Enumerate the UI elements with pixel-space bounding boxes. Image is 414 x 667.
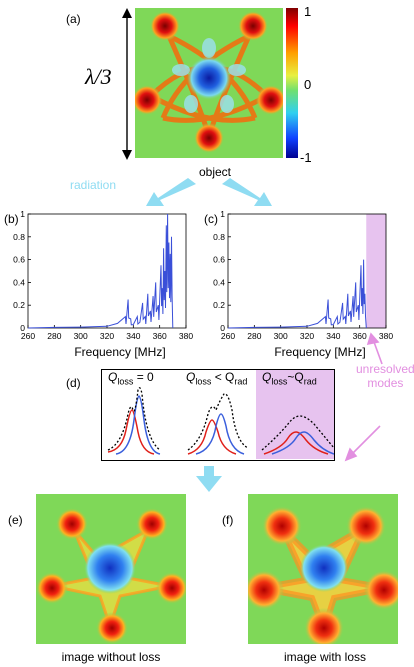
panel-label-f: (f) — [222, 513, 234, 527]
panel-label-c: (c) — [204, 212, 218, 226]
unresolved-band — [366, 214, 386, 328]
q-symbol-3: Q — [262, 370, 272, 384]
x-tick-label: 320 — [300, 331, 314, 341]
spectrum-chart-c: 0 0.2 0.4 0.6 0.8 1 260 280 300 320 340 360 380 — [213, 209, 393, 341]
y-tick-label: 0.4 — [213, 277, 225, 287]
colorbar-max: 1 — [304, 4, 312, 19]
image-without-loss — [36, 494, 186, 644]
x-tick-label: 260 — [221, 331, 235, 341]
q-rad-2: rad — [234, 376, 248, 387]
y-tick-label: 0 — [220, 323, 225, 333]
q-rel-2: < Q — [214, 370, 235, 384]
x-tick-label: 360 — [353, 331, 367, 341]
colorbar-min: -1 — [300, 150, 312, 165]
scale-arrow — [122, 8, 132, 160]
q-rad-3: rad — [303, 376, 317, 387]
y-tick-label: 1 — [20, 209, 25, 219]
q-symbol-2: Q — [186, 370, 196, 384]
spectrum-series — [227, 259, 367, 329]
x-tick-label: 320 — [100, 331, 114, 341]
object-field — [135, 8, 283, 158]
y-tick-label: 0.2 — [13, 300, 25, 310]
down-arrow — [196, 466, 222, 492]
mode-diagram-box: Qloss = 0 Qloss < Qrad Qloss~Qrad — [101, 369, 335, 461]
caption-without-loss: image without loss — [61, 650, 161, 664]
colorbar — [286, 8, 298, 158]
y-tick-label: 0.6 — [213, 255, 225, 265]
q-sub-3: loss — [271, 376, 288, 387]
x-tick-label: 280 — [47, 331, 61, 341]
unresolved-label: unresolved modes — [356, 362, 414, 390]
y-tick-label: 0.2 — [213, 300, 225, 310]
radiation-label: radiation — [70, 178, 117, 192]
colorbar-mid: 0 — [304, 77, 312, 92]
unresolved-arrows — [344, 332, 383, 462]
unresolved-line-1: unresolved — [356, 362, 414, 376]
y-tick-label: 0.4 — [13, 277, 25, 287]
plot-frame — [227, 213, 387, 329]
xlabel-b: Frequency [MHz] — [74, 345, 166, 359]
image-with-loss — [248, 494, 398, 644]
q-symbol-1: Q — [108, 370, 118, 384]
object-caption: object — [198, 165, 232, 179]
xlabel-c: Frequency [MHz] — [274, 345, 366, 359]
y-tick-label: 0.8 — [13, 232, 25, 242]
mode-curves — [107, 387, 334, 455]
x-tick-label: 360 — [153, 331, 167, 341]
x-tick-label: 380 — [379, 331, 393, 341]
radiation-arrows — [146, 178, 272, 206]
unresolved-line-2: modes — [367, 376, 404, 390]
mode-label-2: Qloss < Qrad — [186, 370, 247, 386]
image-without-loss-field — [36, 508, 186, 644]
panel-label-e: (e) — [8, 513, 23, 527]
spectrum-chart-b: 0 0.2 0.4 0.6 0.8 1 260 280 300 320 340 360 380 — [13, 209, 193, 341]
x-tick-label: 260 — [21, 331, 35, 341]
panel-label-d: (d) — [66, 376, 81, 390]
x-tick-label: 280 — [247, 331, 261, 341]
q-sub-1: loss — [117, 376, 134, 387]
panel-label-b: (b) — [4, 212, 19, 226]
scale-label: λ/3 — [84, 64, 113, 90]
x-tick-label: 300 — [274, 331, 288, 341]
image-with-loss-field — [248, 506, 398, 644]
x-tick-label: 340 — [326, 331, 340, 341]
plot-frame — [27, 213, 187, 329]
x-tick-label: 380 — [179, 331, 193, 341]
object-field-image — [135, 11, 283, 153]
q-rel-1: = 0 — [136, 370, 154, 384]
y-tick-label: 0.8 — [213, 232, 225, 242]
x-tick-label: 340 — [126, 331, 140, 341]
spectrum-series — [27, 213, 174, 329]
mode-label-3: Qloss~Qrad — [262, 370, 317, 386]
caption-with-loss: image with loss — [283, 650, 367, 664]
q-rel-3: ~Q — [287, 370, 304, 384]
panel-label-a: (a) — [66, 12, 81, 26]
y-tick-label: 0 — [20, 323, 25, 333]
mode-label-1: Qloss = 0 — [108, 370, 154, 386]
x-tick-label: 300 — [74, 331, 88, 341]
q-sub-2: loss — [195, 376, 212, 387]
y-tick-label: 1 — [220, 209, 225, 219]
y-tick-label: 0.6 — [13, 255, 25, 265]
